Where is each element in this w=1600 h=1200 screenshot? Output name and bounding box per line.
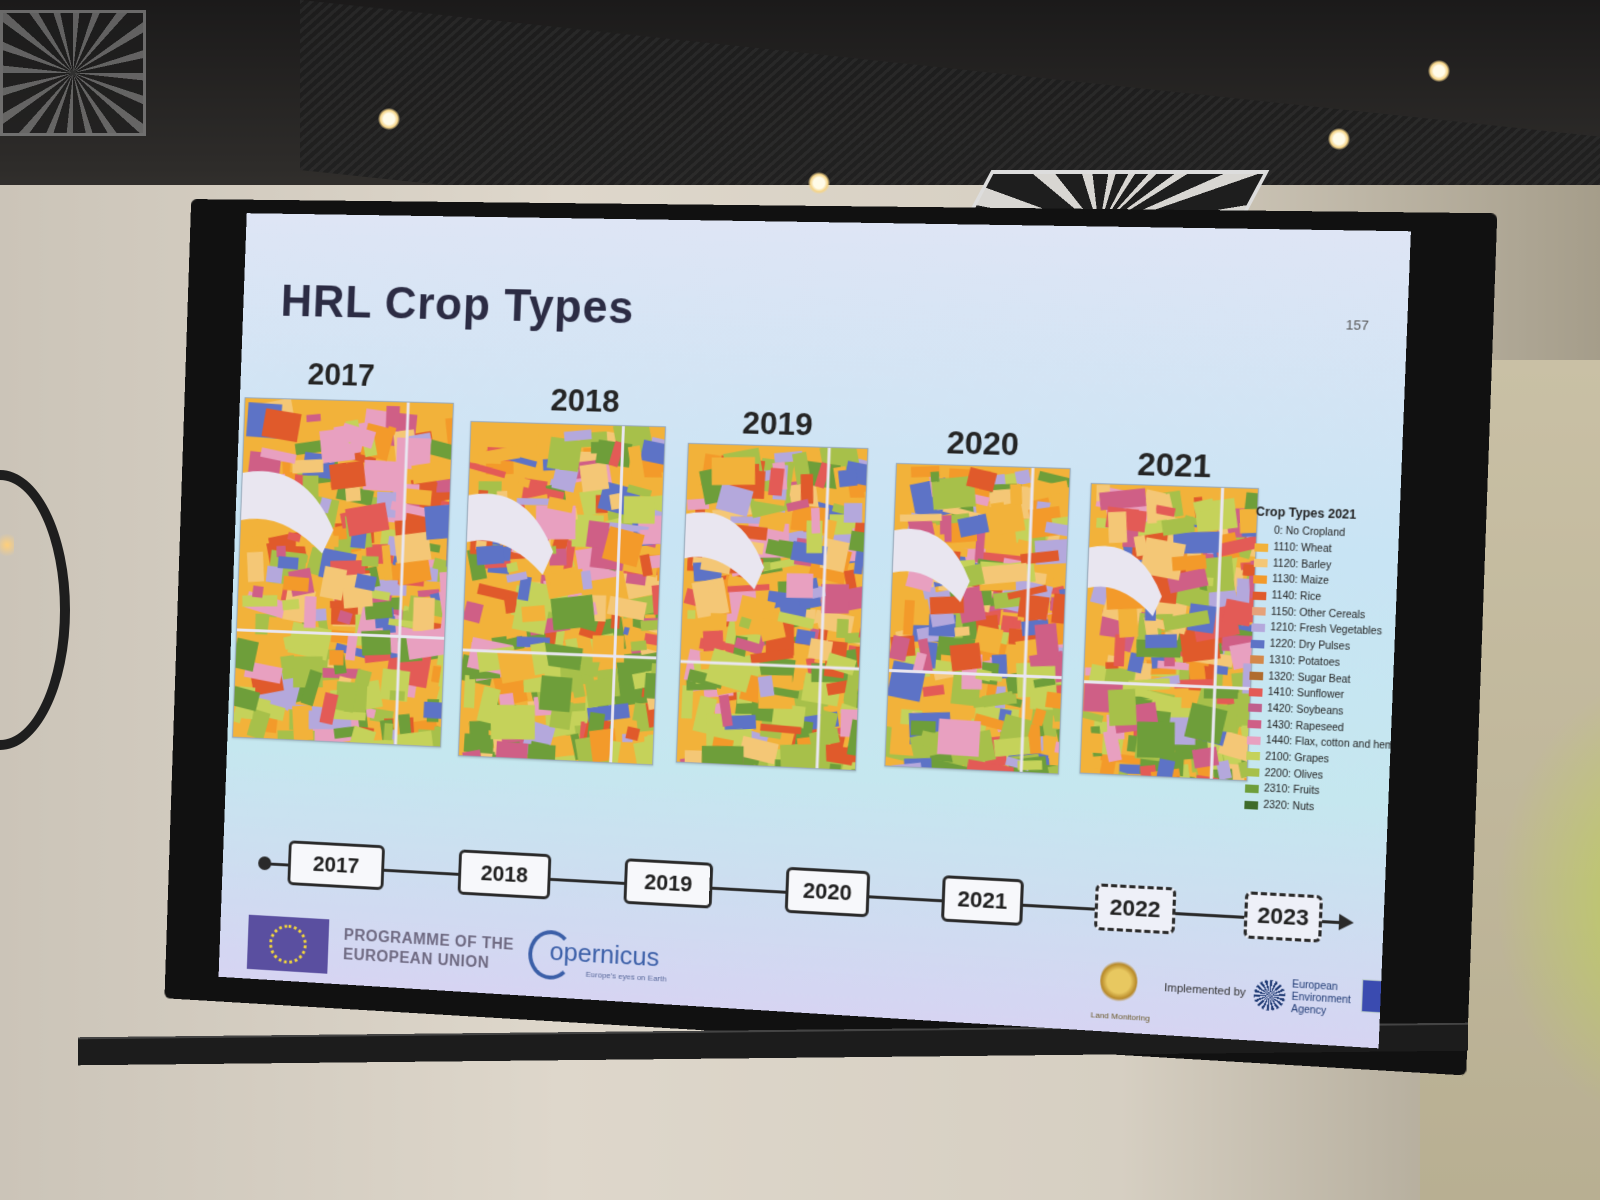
- legend-swatch: [1254, 543, 1268, 552]
- legend-label: 1150: Other Cereals: [1271, 606, 1366, 621]
- legend-swatch: [1249, 672, 1263, 681]
- ceiling-light: [1428, 60, 1450, 82]
- timeline-arrow-icon: [1339, 914, 1354, 931]
- legend-swatch: [1245, 784, 1259, 793]
- crop-map-panel: 2019: [676, 407, 868, 773]
- legend-swatch: [1246, 752, 1260, 761]
- map-year-label: 2018: [488, 380, 683, 422]
- timeline-year-box: 2019: [623, 858, 713, 908]
- slide-page-number: 157: [1346, 317, 1370, 333]
- legend-swatch: [1255, 527, 1269, 536]
- legend-swatch: [1247, 720, 1261, 729]
- ceiling-vent-left: [0, 10, 146, 136]
- crop-maps-row: 2017 2018 2019 2020 2021: [227, 358, 1405, 800]
- land-monitoring-label: Land Monitoring: [1090, 1010, 1150, 1023]
- timeline-year-box-planned: 2023: [1243, 891, 1323, 942]
- legend-swatch: [1252, 607, 1266, 616]
- ceiling-light: [1328, 128, 1350, 150]
- timeline-start-dot: [258, 856, 272, 870]
- legend-swatch: [1253, 575, 1267, 584]
- land-monitoring-icon: [1099, 958, 1138, 1005]
- crop-map-image: [458, 421, 666, 765]
- crop-map-panel: 2017: [232, 358, 454, 755]
- legend-label: 1420: Soybeans: [1267, 703, 1344, 718]
- green-light-glow: [1480, 650, 1600, 1150]
- legend-label: 1320: Sugar Beat: [1268, 671, 1351, 686]
- timeline-year-box: 2020: [785, 867, 871, 918]
- legend-label: 1140: Rice: [1271, 590, 1321, 603]
- legend-label: 1110: Wheat: [1273, 542, 1332, 555]
- timeline-year-box-planned: 2022: [1094, 883, 1176, 934]
- legend-label: 1220: Dry Pulses: [1269, 639, 1350, 653]
- legend-label: 1410: Sunflower: [1268, 687, 1345, 702]
- legend-swatch: [1251, 623, 1265, 632]
- crop-map-panel: 2020: [884, 427, 1070, 777]
- crop-map-image: [232, 397, 454, 747]
- timeline-year-box: 2018: [458, 849, 552, 899]
- eu-stars-icon: [269, 924, 308, 965]
- legend-swatch: [1248, 704, 1262, 713]
- ceiling-light: [378, 108, 400, 130]
- map-year-label: 2017: [237, 354, 446, 395]
- legend-label: 1310: Potatoes: [1269, 655, 1340, 669]
- crop-map-image: [1079, 483, 1259, 782]
- crop-map-panel: 2018: [458, 384, 666, 766]
- legend-label: 1130: Maize: [1272, 574, 1329, 587]
- legend-label: 1430: Rapeseed: [1266, 719, 1344, 734]
- legend-swatch: [1251, 639, 1265, 648]
- implemented-by-text: Implemented by: [1164, 982, 1246, 999]
- programme-text: PROGRAMME OF THE EUROPEAN UNION: [343, 926, 515, 975]
- eea-name: European Environment Agency: [1291, 979, 1352, 1020]
- map-year-label: 2019: [688, 403, 868, 445]
- lamp-glow: [0, 530, 14, 560]
- presentation-slide: HRL Crop Types 157 2017 2018 2019 2020 2…: [219, 213, 1411, 1048]
- legend-label: 2100: Grapes: [1265, 751, 1329, 765]
- crop-types-legend: Crop Types 2021 0: No Cropland 1110: Whea…: [1244, 504, 1400, 829]
- crop-map-panel: 2021: [1079, 448, 1258, 781]
- legend-swatch: [1247, 736, 1261, 745]
- ceiling-light: [808, 172, 830, 194]
- legend-swatch: [1250, 656, 1264, 665]
- map-year-label: 2021: [1091, 444, 1259, 487]
- legend-label: 0: No Cropland: [1274, 526, 1345, 540]
- legend-title: Crop Types 2021: [1256, 504, 1400, 523]
- legend-label: 1120: Barley: [1273, 558, 1332, 571]
- eu-flag-logo: [247, 915, 330, 974]
- timeline-year-box: 2021: [941, 875, 1024, 926]
- crop-map-image: [884, 463, 1070, 775]
- legend-swatch: [1254, 559, 1268, 568]
- copernicus-logo-text: opernicus: [549, 936, 660, 973]
- legend-label: 2320: Nuts: [1263, 800, 1314, 814]
- legend-label: 2200: Olives: [1264, 767, 1323, 781]
- legend-swatch: [1249, 688, 1263, 697]
- crop-map-image: [676, 443, 869, 771]
- slide-title: HRL Crop Types: [280, 274, 635, 334]
- legend-items: 0: No Cropland 1110: Wheat 1120: Barley 113…: [1244, 523, 1399, 820]
- map-year-label: 2020: [896, 423, 1070, 465]
- legend-swatch: [1244, 800, 1258, 809]
- legend-label: 2310: Fruits: [1264, 784, 1320, 798]
- timeline-year-box: 2017: [287, 840, 385, 890]
- legend-swatch: [1252, 591, 1266, 600]
- legend-label: 1210: Fresh Vegetables: [1270, 623, 1382, 639]
- eea-logo-icon: [1253, 979, 1286, 1012]
- legend-swatch: [1246, 768, 1260, 777]
